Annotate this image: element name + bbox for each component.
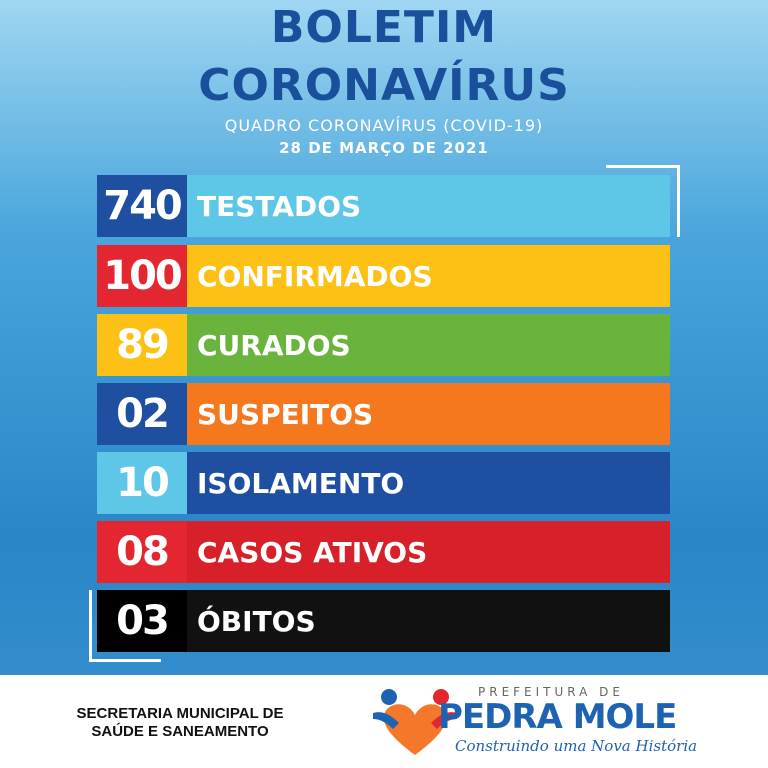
logo-icon bbox=[373, 689, 457, 755]
row-label: CONFIRMADOS bbox=[187, 245, 670, 307]
logo-top: PREFEITURA DE bbox=[478, 685, 624, 699]
row-label: CASOS ATIVOS bbox=[187, 521, 670, 583]
row-label: ÓBITOS bbox=[187, 590, 670, 652]
row-value: 10 bbox=[97, 452, 187, 514]
logo-name: PEDRA MOLE bbox=[438, 697, 677, 737]
row-value: 08 bbox=[97, 521, 187, 583]
row-label: ISOLAMENTO bbox=[187, 452, 670, 514]
row-label: TESTADOS bbox=[187, 175, 670, 237]
title-line: CORONAVÍRUS bbox=[198, 60, 570, 111]
row: 89 CURADOS bbox=[97, 314, 670, 376]
title-line: BOLETIM bbox=[270, 2, 498, 53]
department: SAÚDE E SANEAMENTO bbox=[91, 723, 269, 740]
row: 10 ISOLAMENTO bbox=[97, 452, 670, 514]
frame-corner bbox=[677, 165, 680, 237]
row: 100 CONFIRMADOS bbox=[97, 245, 670, 307]
row-value: 100 bbox=[97, 245, 187, 307]
logo-slogan: Construindo uma Nova História bbox=[455, 737, 698, 755]
row-value: 02 bbox=[97, 383, 187, 445]
frame-corner bbox=[89, 659, 161, 662]
row-value: 03 bbox=[97, 590, 187, 652]
frame-corner bbox=[606, 165, 680, 168]
row-label: SUSPEITOS bbox=[187, 383, 670, 445]
row-label: CURADOS bbox=[187, 314, 670, 376]
row: 03 ÓBITOS bbox=[97, 590, 670, 652]
row: 08 CASOS ATIVOS bbox=[97, 521, 670, 583]
row-value: 740 bbox=[97, 175, 187, 237]
subtitle: QUADRO CORONAVÍRUS (COVID-19) bbox=[224, 116, 544, 135]
date: 28 DE MARÇO DE 2021 bbox=[279, 139, 489, 157]
department: SECRETARIA MUNICIPAL DE bbox=[76, 705, 284, 722]
footer: SECRETARIA MUNICIPAL DE SAÚDE E SANEAMEN… bbox=[0, 675, 768, 768]
row: 740 TESTADOS bbox=[97, 175, 670, 237]
row-value: 89 bbox=[97, 314, 187, 376]
row: 02 SUSPEITOS bbox=[97, 383, 670, 445]
frame-corner bbox=[89, 590, 92, 662]
